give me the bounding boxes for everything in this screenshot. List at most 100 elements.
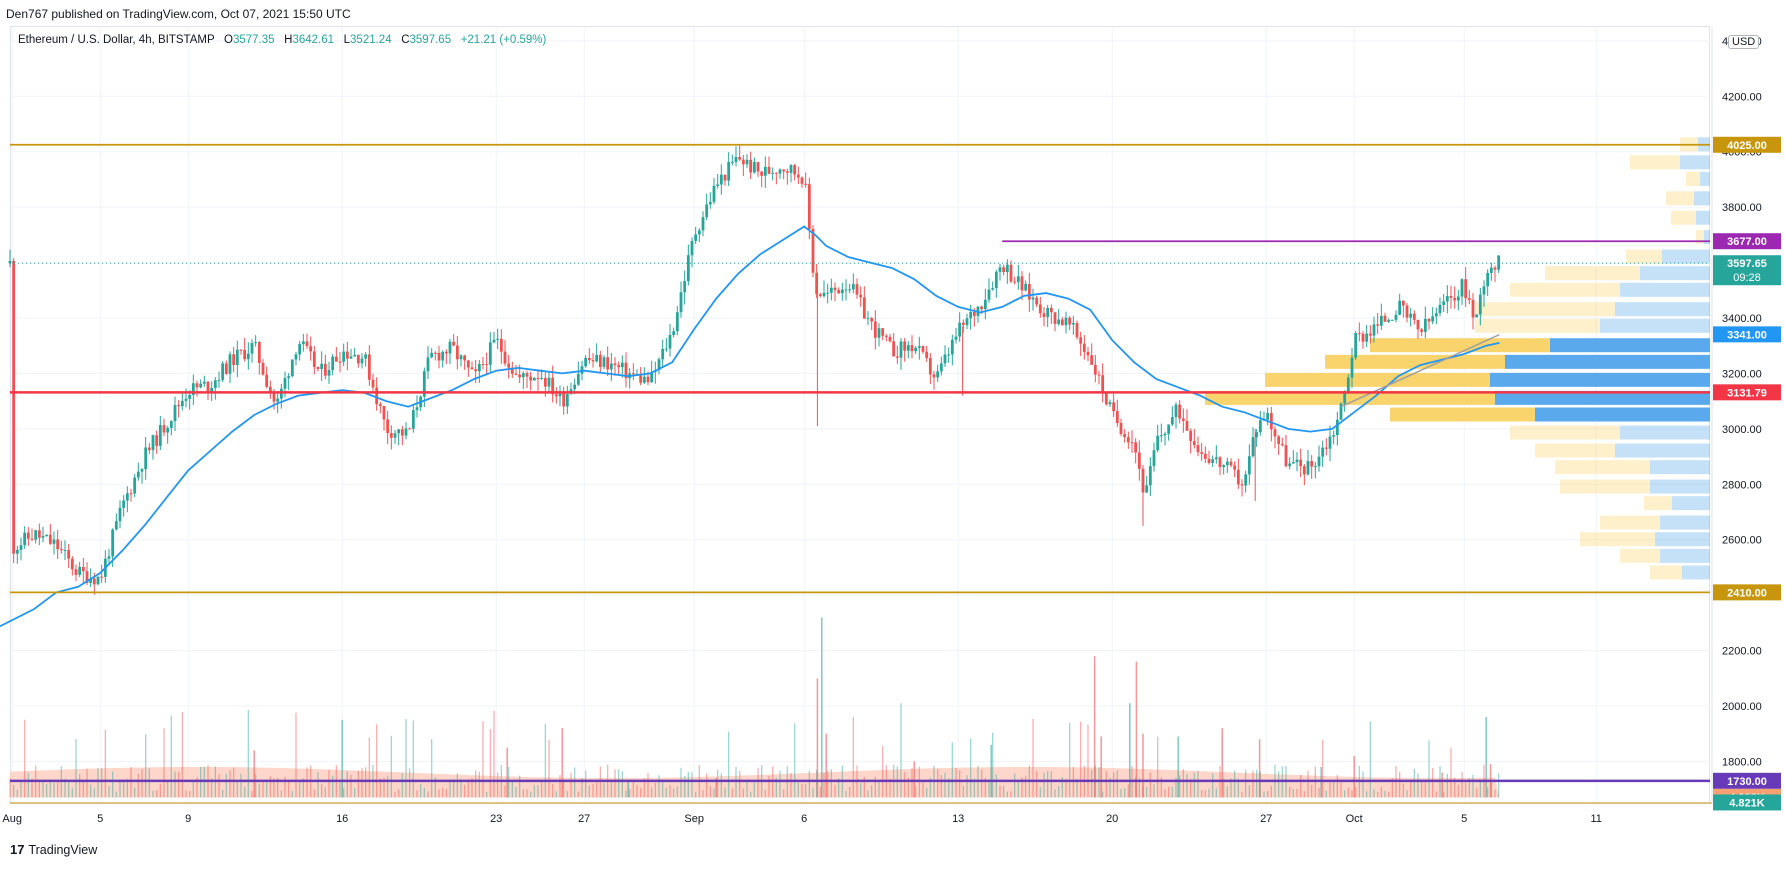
candle-body: [169, 421, 173, 428]
candle-body: [1258, 420, 1262, 433]
trend-line[interactable]: [1340, 333, 1500, 408]
candle-body: [250, 343, 254, 354]
candle-body: [782, 169, 786, 172]
candle-body: [895, 356, 899, 358]
candle-body: [719, 174, 723, 185]
candle-body: [114, 521, 118, 530]
volume-profile-bar-up: [1650, 565, 1682, 580]
candle-body: [63, 549, 67, 551]
candle-body: [928, 357, 932, 375]
candle-body: [136, 471, 140, 478]
candle-body: [188, 394, 192, 399]
candle-body: [807, 184, 811, 229]
candle-body: [675, 312, 679, 332]
candle-body: [1361, 333, 1365, 342]
candle-body: [925, 351, 929, 358]
candle-body: [1046, 307, 1050, 317]
candle-body: [1233, 465, 1237, 470]
candle-body: [41, 536, 45, 538]
candle-body: [815, 272, 819, 295]
candle-body: [1324, 447, 1328, 449]
currency-button[interactable]: USD: [1728, 35, 1760, 49]
volume-profile-bar-down: [1620, 425, 1710, 440]
candle-body: [232, 354, 236, 365]
volume-profile-bar-up: [1265, 372, 1490, 387]
volume-profile-bar-down: [1490, 372, 1710, 387]
candle-body: [1273, 429, 1277, 437]
candle-body: [1387, 319, 1391, 322]
candle-body: [565, 394, 569, 407]
candle-body: [1321, 447, 1325, 457]
tradingview-footer[interactable]: 17 TradingView: [10, 842, 97, 857]
candle-body: [485, 364, 489, 366]
candle-body: [287, 376, 291, 379]
candle-body: [1211, 459, 1215, 463]
x-tick-label: 27: [1260, 813, 1272, 825]
candle-body: [404, 428, 408, 436]
candle-body: [947, 354, 951, 356]
volume-profile-bar-down: [1660, 515, 1710, 530]
candle-body: [580, 366, 584, 374]
candle-body: [23, 532, 27, 546]
candle-body: [1163, 433, 1167, 436]
candle-body: [741, 159, 745, 165]
candle-body: [210, 387, 214, 392]
candle-body: [279, 388, 283, 399]
candle-body: [1042, 313, 1046, 317]
candle-body: [364, 354, 368, 359]
level-tag-3677.00: [1713, 233, 1781, 250]
candle-body: [811, 228, 815, 273]
candle-body: [1090, 355, 1094, 365]
candle-body: [257, 342, 261, 363]
candle-body: [888, 336, 892, 342]
volume-profile-bar-up: [1620, 548, 1660, 563]
volume-profile-bar-down: [1615, 302, 1710, 317]
candle-body: [499, 338, 503, 352]
candle-body: [1350, 357, 1354, 378]
candle-body: [551, 377, 555, 395]
candle-body: [650, 371, 654, 383]
candle-body: [228, 354, 232, 374]
candle-body: [921, 346, 925, 352]
candle-body: [1464, 279, 1468, 299]
y-tick-label: 2200.00: [1722, 646, 1762, 658]
candle-body: [800, 177, 804, 184]
level-tag-text: 1730.00: [1727, 776, 1767, 788]
candle-body: [507, 363, 511, 368]
candle-body: [620, 362, 624, 368]
candle-body: [1181, 418, 1185, 421]
volume-profile-bar-up: [1535, 443, 1615, 458]
candle-body: [1013, 281, 1017, 283]
candle-body: [917, 346, 921, 348]
candle-body: [760, 171, 764, 176]
candle-body: [822, 292, 826, 297]
candle-body: [862, 297, 866, 319]
candle-body: [107, 556, 111, 559]
candle-body: [543, 377, 547, 387]
level-tag-2410.00: [1713, 584, 1781, 601]
candle-body: [448, 341, 452, 354]
symbol-name[interactable]: Ethereum / U.S. Dollar, 4h, BITSTAMP: [18, 34, 215, 46]
candle-body: [1255, 432, 1259, 438]
candle-body: [85, 571, 89, 583]
candle-body: [1214, 457, 1218, 460]
candle-body: [1390, 319, 1394, 321]
candle-body: [1038, 304, 1042, 314]
candle-body: [965, 318, 969, 326]
candle-body: [672, 331, 676, 336]
level-tag-text: 3677.00: [1727, 236, 1767, 248]
candle-body: [859, 294, 863, 298]
candle-body: [81, 566, 85, 572]
candle-body: [796, 174, 800, 178]
candle-body: [444, 351, 448, 354]
x-tick-label: Oct: [1346, 813, 1363, 825]
candle-body: [554, 394, 558, 397]
candle-body: [1240, 484, 1244, 486]
candle-body: [52, 539, 56, 544]
candle-body: [664, 348, 668, 350]
candle-body: [708, 201, 712, 205]
level-tag-text: 3131.79: [1727, 387, 1767, 399]
candle-body: [162, 425, 166, 433]
candle-body: [433, 352, 437, 354]
